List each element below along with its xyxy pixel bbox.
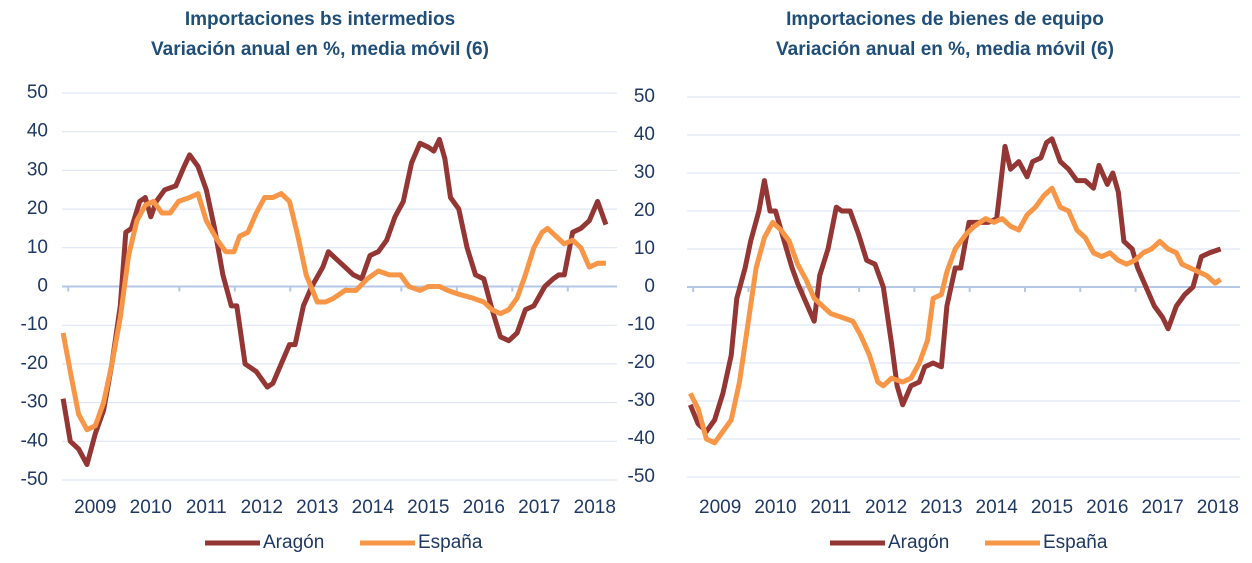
x-tick-label: 2018 <box>574 497 616 518</box>
y-tick-label: 30 <box>27 159 48 180</box>
y-tick-label: 50 <box>27 82 48 103</box>
x-tick-label: 2015 <box>407 497 449 518</box>
chart-subtitle: Variación anual en %, media móvil (6) <box>776 39 1114 60</box>
x-tick-label: 2013 <box>296 497 338 518</box>
x-tick-label: 2009 <box>699 497 741 518</box>
x-tick-label: 2017 <box>1141 497 1183 518</box>
y-tick-label: 50 <box>634 86 655 107</box>
x-tick-label: 2016 <box>1086 497 1128 518</box>
y-tick-label: -20 <box>21 353 48 374</box>
x-tick-label: 2011 <box>810 497 851 518</box>
x-tick-label: 2013 <box>920 497 962 518</box>
y-tick-label: -10 <box>21 314 48 335</box>
y-tick-label: 0 <box>37 276 48 297</box>
chart-title: Importaciones de bienes de equipo <box>786 9 1104 30</box>
x-tick-label: 2010 <box>754 497 796 518</box>
y-tick-label: 30 <box>634 162 655 183</box>
chart-title: Importaciones bs intermedios <box>185 9 455 30</box>
legend-label: Aragón <box>888 532 949 553</box>
y-tick-label: -10 <box>628 314 655 335</box>
x-tick-label: 2012 <box>241 497 283 518</box>
chart-subtitle: Variación anual en %, media móvil (6) <box>151 39 489 60</box>
x-tick-label: 2009 <box>74 497 116 518</box>
x-tick-label: 2011 <box>186 497 227 518</box>
y-tick-label: 20 <box>27 198 48 219</box>
x-tick-label: 2014 <box>352 497 395 518</box>
y-tick-label: -40 <box>21 430 48 451</box>
y-tick-label: -20 <box>628 352 655 373</box>
x-tick-label: 2015 <box>1031 497 1073 518</box>
series-line <box>60 136 609 467</box>
series-line <box>60 191 606 433</box>
y-tick-label: 40 <box>27 121 48 142</box>
legend-label: Aragón <box>263 532 324 553</box>
legend-label: España <box>1043 532 1108 553</box>
y-tick-label: 40 <box>634 124 655 145</box>
y-tick-label: -40 <box>628 428 655 449</box>
y-tick-label: -30 <box>21 392 48 413</box>
x-tick-label: 2018 <box>1197 497 1239 518</box>
legend-label: España <box>418 532 483 553</box>
y-tick-label: 20 <box>634 200 655 221</box>
y-tick-label: -50 <box>21 469 48 490</box>
x-tick-label: 2017 <box>518 497 560 518</box>
x-tick-label: 2016 <box>463 497 505 518</box>
y-tick-label: 10 <box>27 237 48 258</box>
series-line <box>687 136 1222 434</box>
y-tick-label: -30 <box>628 390 655 411</box>
y-tick-label: 10 <box>634 238 655 259</box>
x-tick-label: 2010 <box>130 497 172 518</box>
y-tick-label: 0 <box>644 276 655 297</box>
series-line <box>688 185 1223 446</box>
x-tick-label: 2014 <box>976 497 1019 518</box>
y-tick-label: -50 <box>628 466 655 487</box>
x-tick-label: 2012 <box>865 497 907 518</box>
